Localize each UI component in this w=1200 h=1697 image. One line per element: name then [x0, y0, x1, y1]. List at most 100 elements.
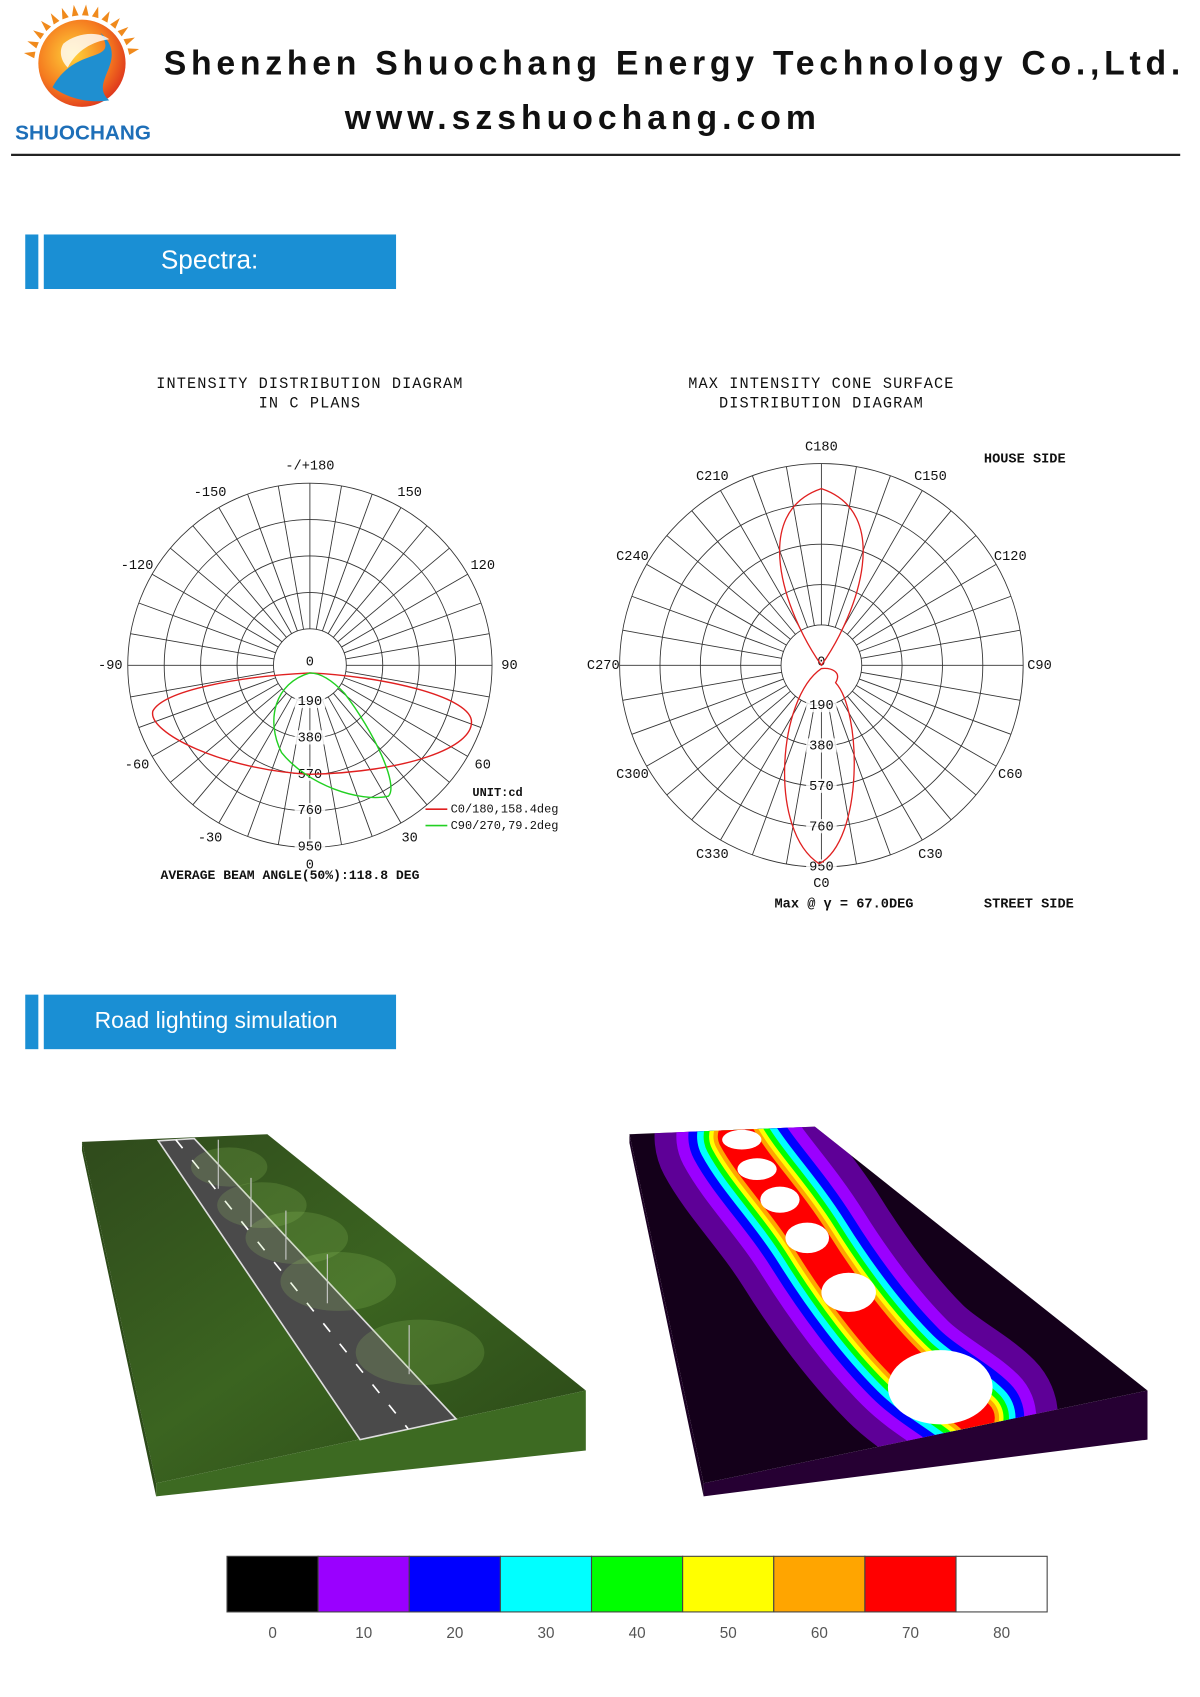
heatmap-hotspot	[821, 1272, 876, 1313]
angle-label: 120	[470, 559, 495, 574]
polar-spoke	[332, 692, 428, 806]
heatmap-hotspot	[887, 1350, 993, 1425]
logo-ray	[23, 51, 36, 59]
color-swatch	[955, 1555, 1048, 1613]
cone-curve-lower	[784, 667, 855, 865]
road-center-line	[175, 1139, 409, 1430]
polar-spoke	[337, 688, 450, 783]
color-swatch	[499, 1555, 593, 1613]
polar-spoke	[315, 485, 342, 630]
logo-ray	[41, 20, 52, 32]
angle-label: C120	[994, 550, 1027, 565]
section-title: Road lighting simulation	[95, 1007, 338, 1033]
c0-curve	[152, 672, 473, 776]
radial-label-bg	[294, 802, 326, 818]
cone-curve-upper	[778, 487, 864, 667]
angle-label: C90	[1027, 659, 1052, 674]
heatmap-hotspot	[760, 1186, 800, 1213]
polar-spoke	[622, 671, 782, 701]
angle-label: -90	[98, 659, 123, 674]
light-pool	[355, 1319, 485, 1386]
polar-spoke	[646, 564, 787, 646]
radial-label: 760	[298, 804, 323, 819]
logo-ray	[50, 13, 60, 25]
section-title: Spectra:	[161, 245, 258, 275]
radial-label-bg	[294, 693, 326, 709]
logo-ray	[110, 18, 120, 29]
polar-spoke	[785, 704, 815, 865]
polar-spoke	[341, 683, 468, 757]
logo-swoosh	[52, 32, 112, 102]
radial-label: 950	[298, 840, 323, 855]
logo-ray	[117, 26, 129, 37]
color-swatch	[226, 1555, 319, 1613]
polar-spoke	[192, 525, 287, 638]
logo-ray	[101, 11, 110, 23]
polar-spoke	[138, 677, 276, 728]
polar-spoke	[841, 490, 923, 631]
angle-label: -30	[198, 832, 223, 847]
diagram-title: DISTRIBUTION DIAGRAM	[719, 395, 924, 413]
house-side: HOUSE SIDE	[984, 453, 1066, 468]
beam-angle-note: AVERAGE BEAM ANGLE(50%):118.8 DEG	[160, 868, 419, 883]
heatmap-front	[703, 1390, 1148, 1497]
logo-ray	[33, 30, 45, 40]
polar-spoke	[341, 573, 468, 648]
logo-ray	[127, 48, 140, 55]
color-scale-label: 30	[537, 1625, 554, 1642]
radial-label-bg	[806, 738, 837, 753]
radial-label-bg	[806, 778, 837, 793]
radial-label-bg	[806, 697, 837, 713]
angle-label: 60	[475, 759, 491, 774]
radial-label: 950	[809, 861, 834, 876]
color-swatch	[682, 1555, 775, 1613]
angle-label: C180	[805, 441, 838, 456]
polar-spoke	[859, 595, 1012, 652]
polar-spoke	[327, 507, 402, 634]
angle-label: -120	[121, 559, 154, 574]
angle-label: -/+180	[285, 459, 334, 474]
radial-label-bg	[806, 819, 837, 834]
color-scale-label: 60	[811, 1625, 828, 1642]
polar-spoke	[247, 493, 298, 632]
polar-spoke	[827, 466, 857, 626]
logo-ray	[61, 7, 69, 20]
polar-spoke	[785, 466, 815, 626]
polar-spoke	[315, 701, 342, 845]
polar-spoke	[138, 602, 276, 654]
polar-spoke	[622, 629, 782, 659]
radial-label: 0	[817, 656, 825, 671]
angle-label: C240	[616, 550, 649, 565]
polar-spoke	[859, 678, 1012, 735]
polar-spoke	[852, 690, 977, 796]
logo-ray	[71, 4, 79, 17]
angle-label: C150	[914, 470, 947, 485]
color-scale-label: 10	[355, 1625, 372, 1642]
logo-ray	[81, 4, 89, 16]
polar-spoke	[666, 690, 791, 796]
polar-spoke	[646, 685, 787, 767]
logo-ray	[123, 37, 135, 46]
angle-label: 150	[397, 486, 422, 501]
light-pool	[280, 1252, 397, 1311]
light-pool	[217, 1182, 307, 1229]
polar-spoke	[343, 677, 482, 728]
polar-spoke	[856, 564, 997, 646]
diagram-title: MAX INTENSITY CONE SURFACE	[688, 375, 954, 393]
polar-spoke	[343, 602, 482, 654]
color-scale-label: 20	[446, 1625, 463, 1642]
polar-spoke	[861, 629, 1021, 659]
polar-spoke	[861, 671, 1021, 701]
polar-spoke	[666, 535, 791, 640]
heatmap-side	[629, 1134, 704, 1497]
polar-spoke	[151, 683, 279, 757]
heatmap-hotspot	[737, 1158, 777, 1181]
radial-label: 190	[298, 695, 323, 710]
angle-label: C270	[587, 659, 620, 674]
logo-ray	[91, 6, 99, 19]
polar-spoke	[691, 510, 796, 635]
polar-spoke	[327, 696, 402, 824]
color-swatch	[317, 1555, 410, 1613]
polar-spoke	[751, 703, 809, 856]
